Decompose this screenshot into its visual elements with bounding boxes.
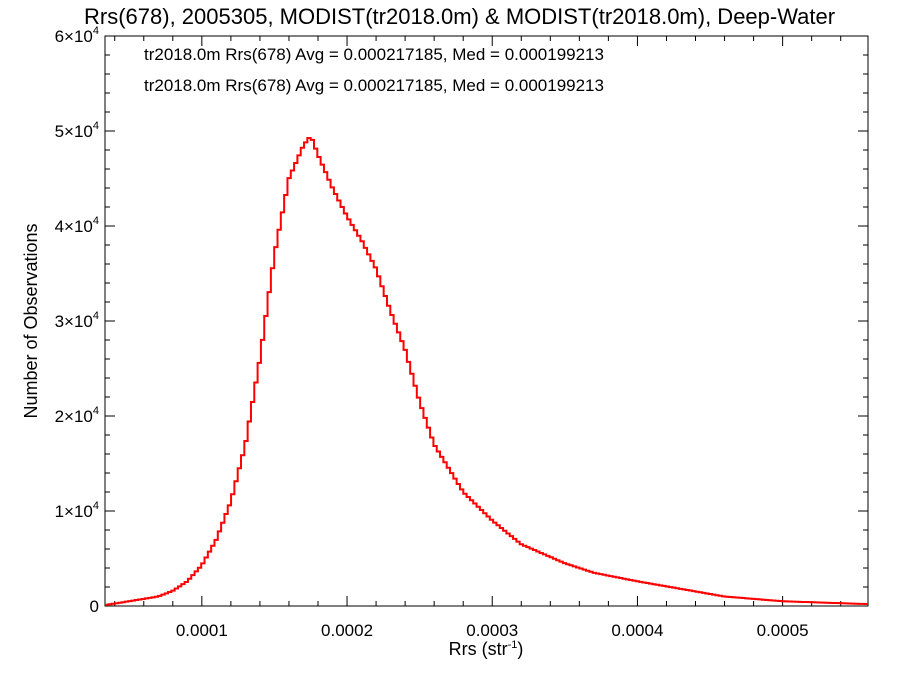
y-axis-ticks	[105, 35, 868, 607]
y-tick-label-exponent: 4	[93, 310, 99, 322]
annotation-red: tr2018.0m Rrs(678) Avg = 0.000217185, Me…	[144, 76, 604, 95]
y-tick-label-base: 6×10	[55, 27, 93, 46]
x-axis-label-superscript: -1	[508, 639, 518, 651]
y-tick-label-base: 1×10	[55, 502, 93, 521]
y-tick-label-exponent: 4	[93, 25, 99, 37]
y-tick-label-base: 2×10	[55, 407, 93, 426]
x-axis-tick-labels: 0.0001 0.0002 0.0003 0.0004 0.0005	[176, 621, 809, 640]
y-axis-label: Number of Observations	[21, 223, 41, 418]
histogram-series-line	[105, 137, 868, 606]
y-tick-label: 5×104	[55, 120, 99, 141]
y-tick-label-exponent: 4	[93, 215, 99, 227]
y-tick-label-base: 5×10	[55, 122, 93, 141]
y-tick-label-exponent: 4	[93, 405, 99, 417]
x-tick-label: 0.0004	[611, 621, 663, 640]
y-tick-label: 0	[90, 597, 99, 616]
x-tick-label: 0.0003	[466, 621, 518, 640]
y-tick-label: 1×104	[55, 500, 99, 521]
y-tick-label-exponent: 4	[93, 500, 99, 512]
x-axis-label-close: )	[517, 639, 523, 659]
y-tick-label-base: 0	[90, 597, 99, 616]
x-tick-label: 0.0002	[321, 621, 373, 640]
chart-title: Rrs(678), 2005305, MODIST(tr2018.0m) & M…	[84, 4, 835, 29]
y-tick-label-base: 4×10	[55, 217, 93, 236]
x-tick-label: 0.0005	[757, 621, 809, 640]
plot-frame	[104, 35, 869, 607]
y-tick-label: 3×104	[55, 310, 99, 331]
x-axis-ticks	[114, 36, 842, 606]
annotation-black: tr2018.0m Rrs(678) Avg = 0.000217185, Me…	[144, 45, 604, 64]
x-axis-label-text: Rrs (str	[449, 639, 508, 659]
y-tick-label: 6×104	[55, 25, 99, 46]
y-tick-label: 4×104	[55, 215, 99, 236]
y-tick-label-exponent: 4	[93, 120, 99, 132]
y-tick-label: 2×104	[55, 405, 99, 426]
x-tick-label: 0.0001	[176, 621, 228, 640]
y-tick-label-base: 3×10	[55, 312, 93, 331]
x-axis-label: Rrs (str-1)	[449, 639, 524, 659]
